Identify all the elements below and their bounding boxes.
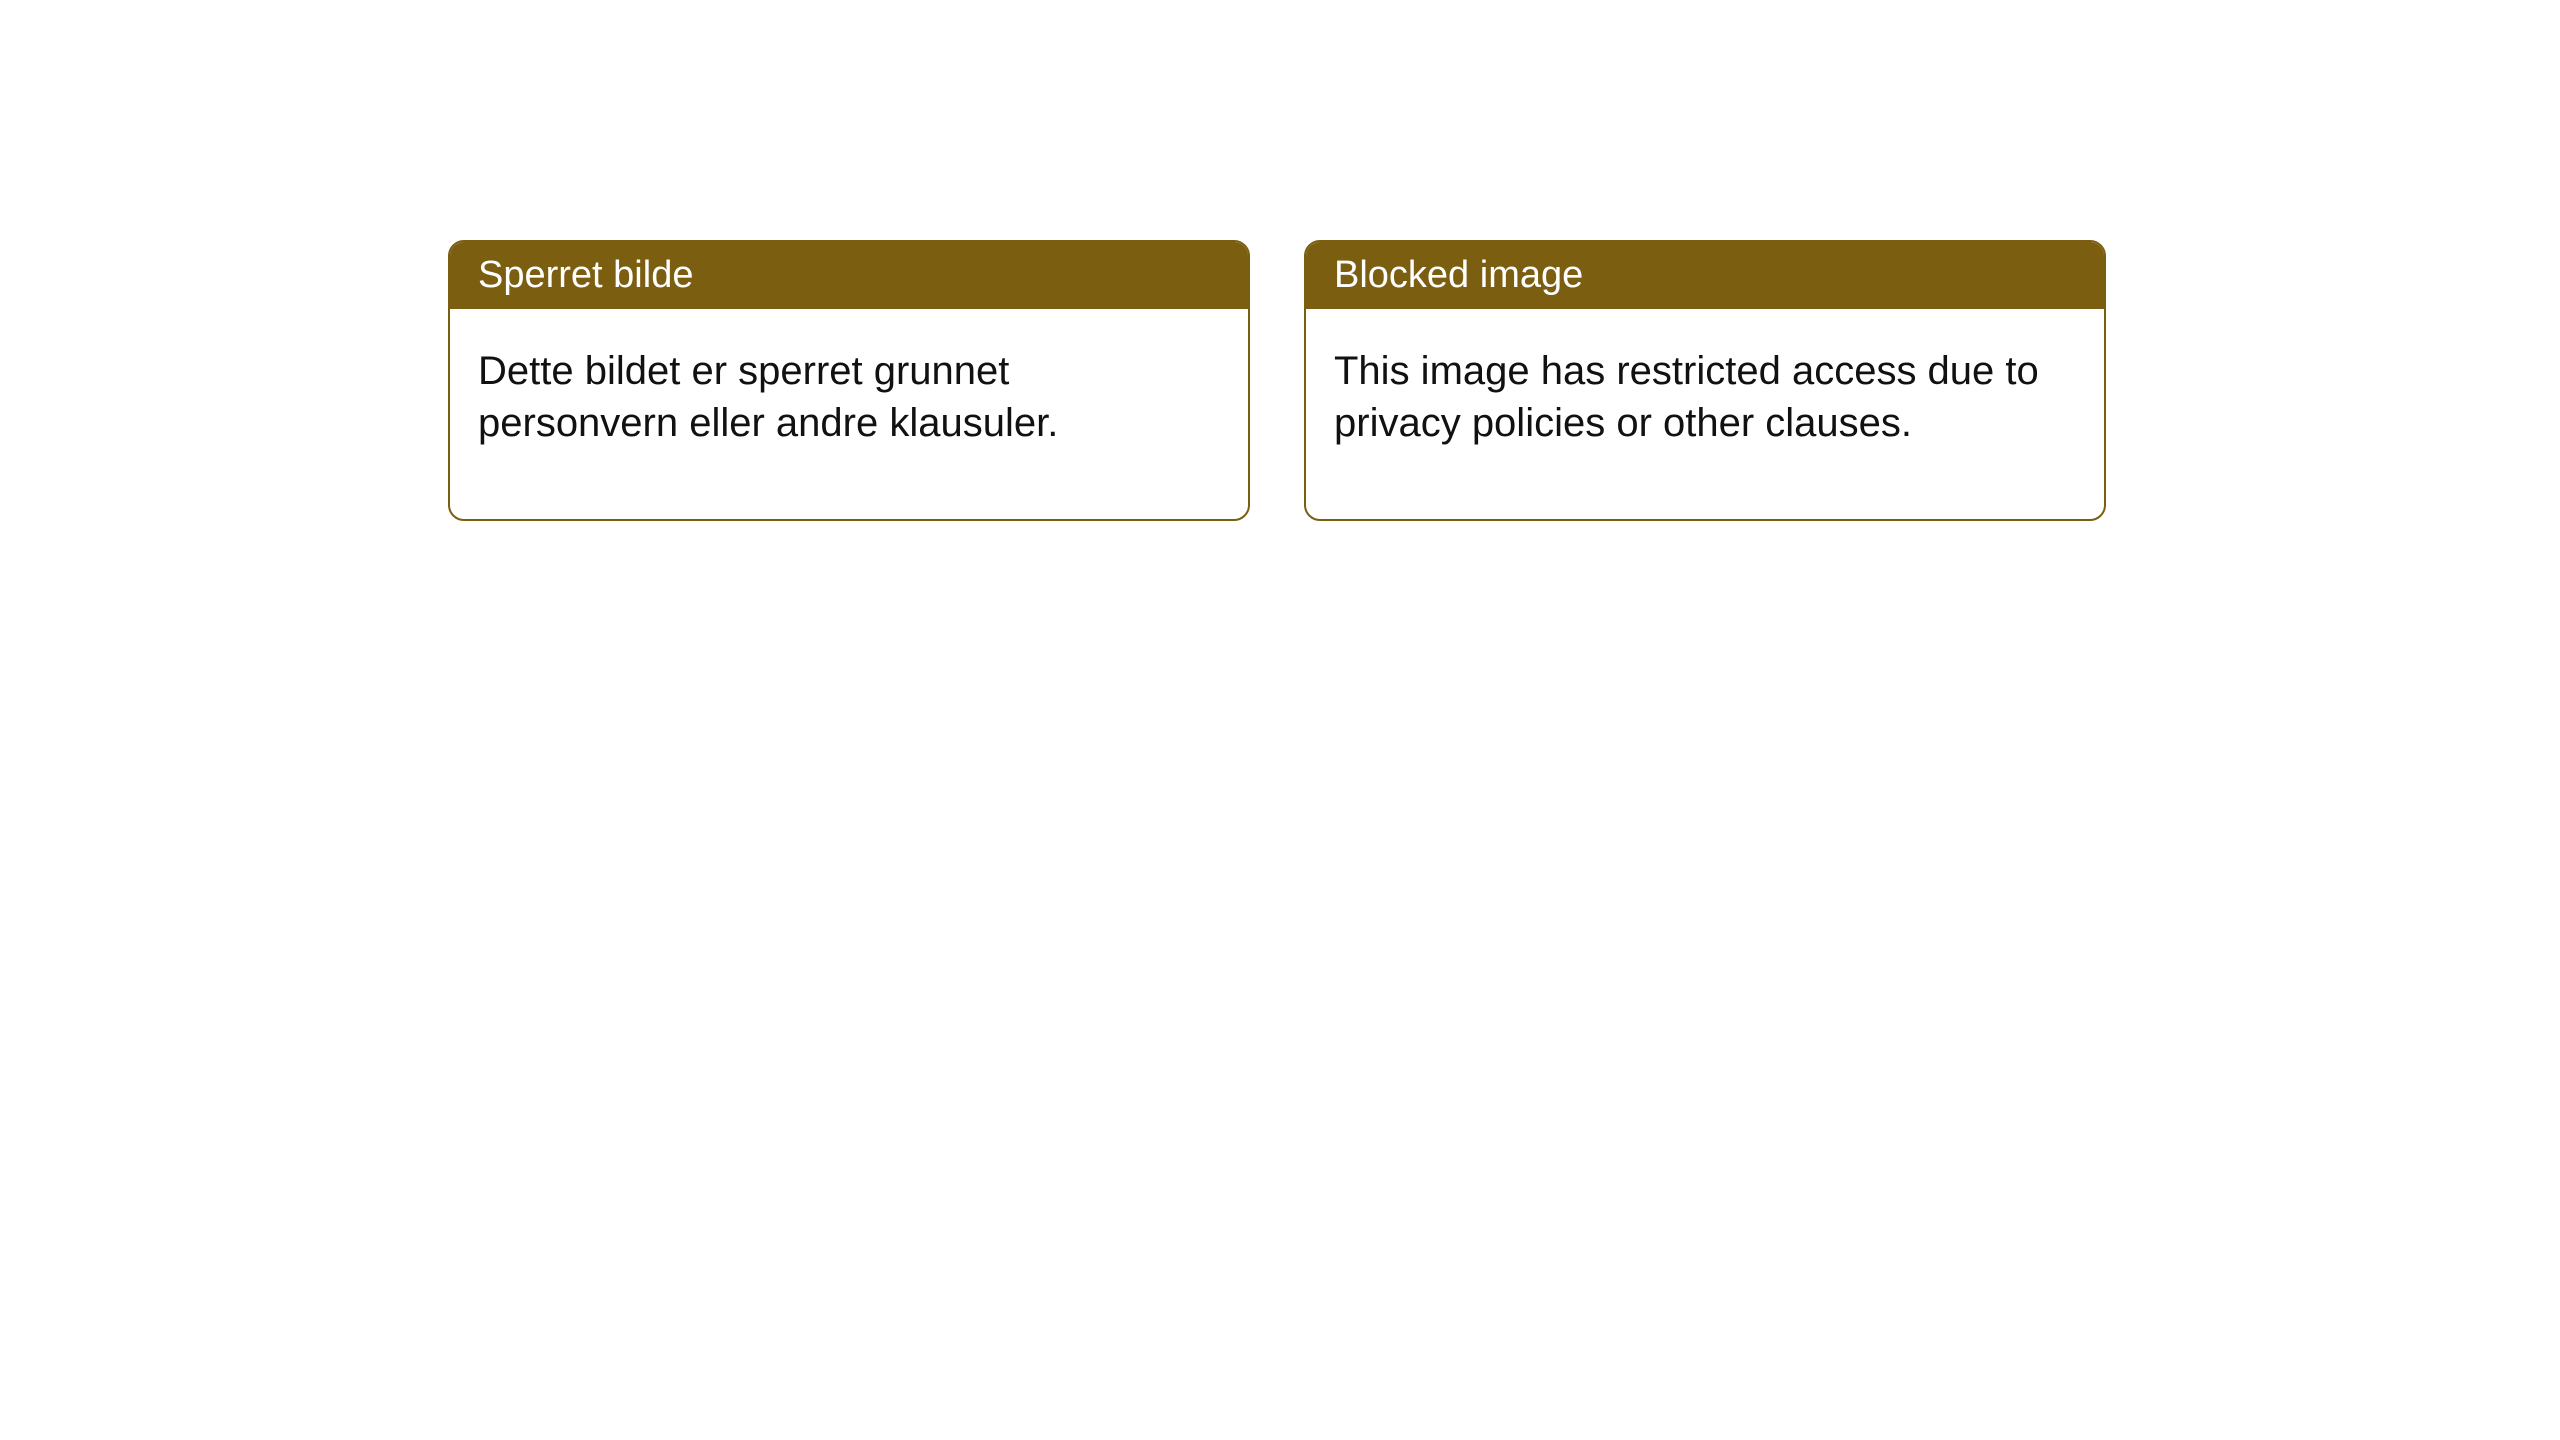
notice-container: Sperret bilde Dette bildet er sperret gr… <box>448 240 2106 521</box>
card-body: This image has restricted access due to … <box>1306 309 2104 519</box>
card-norwegian: Sperret bilde Dette bildet er sperret gr… <box>448 240 1250 521</box>
card-english: Blocked image This image has restricted … <box>1304 240 2106 521</box>
card-body-text: This image has restricted access due to … <box>1334 349 2039 445</box>
card-title: Sperret bilde <box>478 254 693 296</box>
card-body: Dette bildet er sperret grunnet personve… <box>450 309 1248 519</box>
card-header: Sperret bilde <box>450 242 1248 309</box>
card-header: Blocked image <box>1306 242 2104 309</box>
card-body-text: Dette bildet er sperret grunnet personve… <box>478 349 1058 445</box>
card-title: Blocked image <box>1334 254 1583 296</box>
